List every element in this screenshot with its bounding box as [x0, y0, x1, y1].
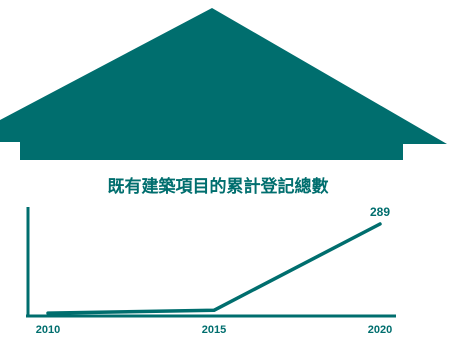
x-tick-label-2020: 2020 [368, 324, 392, 336]
house-roof-shape [0, 8, 447, 160]
chart-title: 既有建築項目的累計登記總數 [108, 176, 329, 197]
data-point-2010 [46, 311, 50, 315]
x-tick-label-2010: 2010 [36, 324, 60, 336]
data-point-2020 [378, 222, 382, 226]
series-line [46, 222, 382, 315]
data-point-2015 [212, 308, 216, 312]
x-tick-label-2015: 2015 [202, 324, 226, 336]
data-label-289: 289 [370, 205, 390, 219]
